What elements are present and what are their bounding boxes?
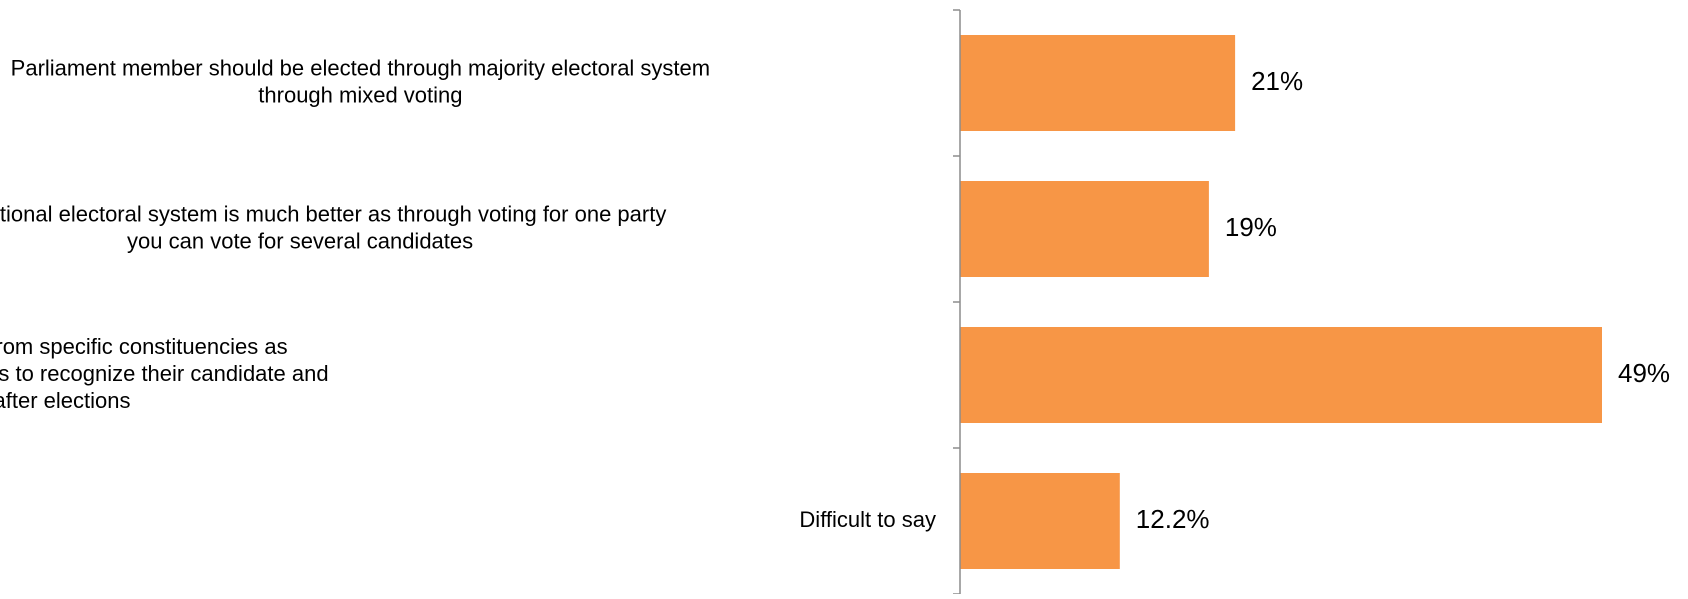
category-label-line: Parliament member should be elected thro… bbox=[11, 55, 710, 80]
category-label-line: Proportional electoral system is much be… bbox=[0, 201, 666, 226]
category-label-line: control his/her activities after electio… bbox=[0, 388, 130, 413]
category-label-1: Parliament member should be elected thro… bbox=[11, 55, 710, 107]
category-label-line: you can vote for several candidates bbox=[127, 228, 473, 253]
category-label-line: elections in small constituencies allow … bbox=[0, 361, 329, 386]
category-label-line: Difficult to say bbox=[799, 507, 936, 532]
bar-2 bbox=[960, 181, 1209, 277]
category-label-2: Proportional electoral system is much be… bbox=[0, 201, 666, 253]
data-label-2: 19% bbox=[1225, 212, 1277, 242]
data-label-3: 49% bbox=[1618, 358, 1670, 388]
bar-4 bbox=[960, 473, 1120, 569]
data-label-1: 21% bbox=[1251, 66, 1303, 96]
bar-3 bbox=[960, 327, 1602, 423]
bar-1 bbox=[960, 35, 1236, 131]
data-label-4: 12.2% bbox=[1136, 504, 1210, 534]
category-label-line: through mixed voting bbox=[258, 82, 462, 107]
category-label-4: Difficult to say bbox=[799, 507, 936, 532]
